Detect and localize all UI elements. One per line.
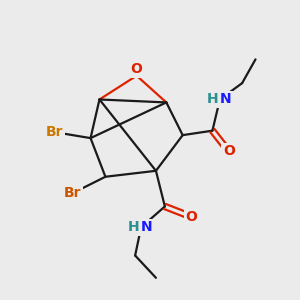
Text: N: N (219, 92, 231, 106)
Text: O: O (223, 145, 235, 158)
Text: H: H (207, 92, 218, 106)
Text: H: H (128, 220, 140, 234)
Text: Br: Br (46, 125, 64, 139)
Text: O: O (186, 210, 197, 224)
Text: N: N (141, 220, 152, 234)
Text: O: O (131, 62, 142, 76)
Text: Br: Br (64, 186, 82, 200)
